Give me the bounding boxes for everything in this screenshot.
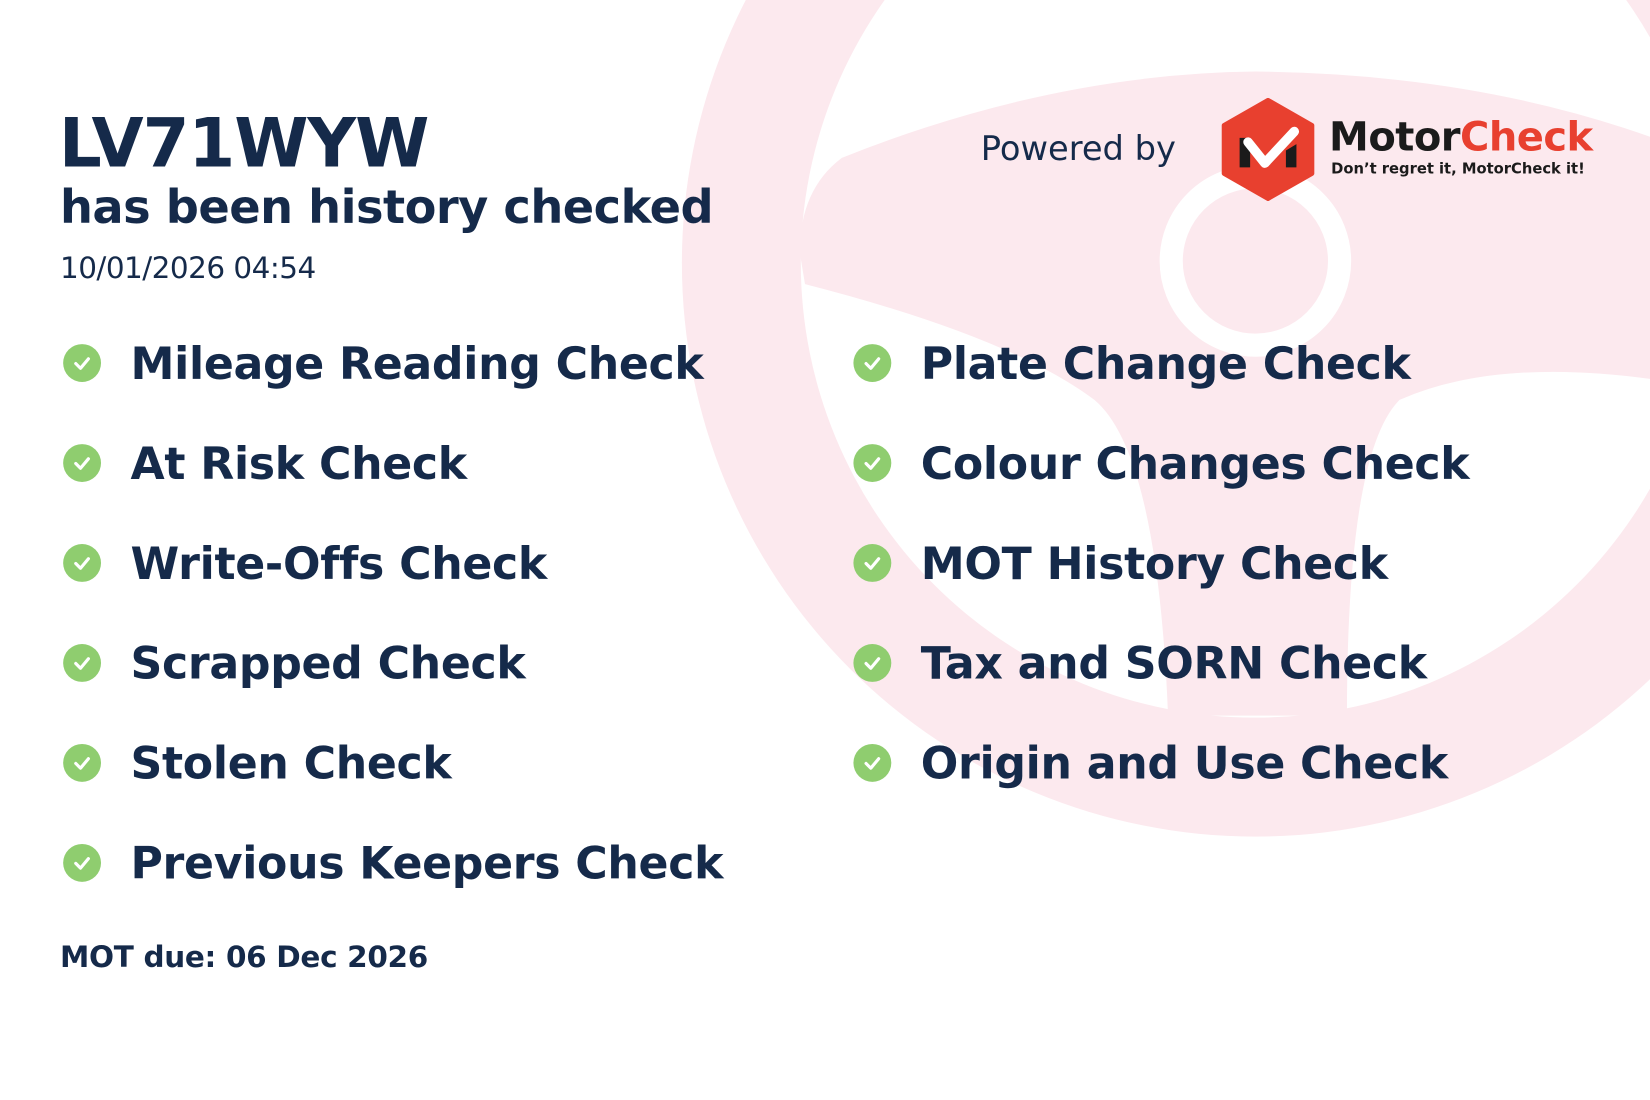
check-label: Write-Offs Check <box>130 537 547 589</box>
check-item: At Risk Check <box>63 431 467 494</box>
brand-tagline: Don’t regret it, MotorCheck it! <box>1331 161 1585 178</box>
check-item: Tax and SORN Check <box>853 631 1427 694</box>
motorcheck-logo-icon <box>1221 97 1315 201</box>
check-circle-icon <box>63 444 102 482</box>
check-item: Origin and Use Check <box>853 731 1448 794</box>
status-heading: has been history checked <box>59 180 714 235</box>
check-label: Scrapped Check <box>130 637 526 689</box>
check-label: Tax and SORN Check <box>920 637 1427 689</box>
check-item: Previous Keepers Check <box>63 831 723 894</box>
check-circle-icon <box>63 644 102 682</box>
vehicle-registration: LV71WYW <box>58 105 430 184</box>
powered-by-label: Powered by <box>980 128 1176 169</box>
check-circle-icon <box>853 444 892 482</box>
brand-check: Check <box>1460 113 1593 160</box>
check-label: Stolen Check <box>130 737 452 789</box>
check-timestamp: 10/01/2026 04:54 <box>59 250 316 286</box>
check-label: Origin and Use Check <box>920 737 1449 789</box>
check-label: Plate Change Check <box>920 337 1411 389</box>
check-item: Stolen Check <box>63 731 452 794</box>
check-item: MOT History Check <box>853 531 1388 594</box>
check-label: Previous Keepers Check <box>130 837 724 889</box>
check-circle-icon <box>853 544 892 582</box>
check-circle-icon <box>853 644 892 682</box>
check-item: Scrapped Check <box>63 631 526 694</box>
check-circle-icon <box>63 743 102 782</box>
brand-motor: Motor <box>1329 113 1461 160</box>
mot-due-date: MOT due: 06 Dec 2026 <box>59 939 428 975</box>
check-label: MOT History Check <box>920 537 1388 589</box>
check-label: At Risk Check <box>130 437 467 489</box>
motorcheck-wordmark: MotorCheck <box>1329 114 1593 160</box>
check-circle-icon <box>63 843 102 882</box>
check-circle-icon <box>853 743 892 782</box>
check-item: Write-Offs Check <box>63 531 547 594</box>
check-circle-icon <box>853 344 892 382</box>
check-item: Plate Change Check <box>853 331 1411 394</box>
check-label: Mileage Reading Check <box>130 337 704 389</box>
check-label: Colour Changes Check <box>920 437 1470 489</box>
check-item: Colour Changes Check <box>853 431 1470 494</box>
check-circle-icon <box>63 544 102 582</box>
check-circle-icon <box>63 344 102 382</box>
check-item: Mileage Reading Check <box>63 331 704 394</box>
